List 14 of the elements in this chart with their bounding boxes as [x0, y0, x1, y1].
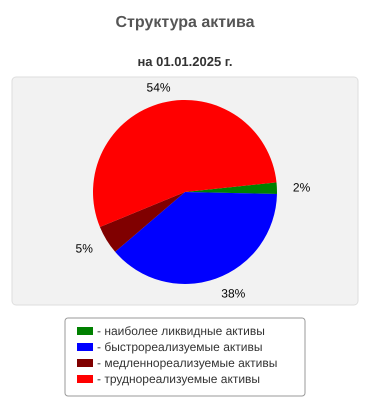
legend-label: - медленнореализуемые активы: [97, 356, 278, 370]
legend-label: - труднореализуемые активы: [97, 372, 260, 386]
chart-title: Структура актива: [116, 14, 255, 31]
pie-slice: [100, 192, 185, 252]
pie-slice: [185, 182, 277, 194]
legend-label: - быстрореализуемые активы: [97, 340, 262, 354]
legend-label: - наиболее ликвидные активы: [97, 324, 265, 338]
pie-slice: [115, 192, 277, 284]
chart-subtitle: на 01.01.2025 г.: [137, 54, 233, 69]
data-label: 54%: [146, 80, 171, 94]
data-label: 38%: [221, 286, 246, 301]
data-label: 5%: [76, 241, 94, 256]
pie-slice: [93, 100, 276, 228]
data-label: 2%: [292, 180, 311, 195]
